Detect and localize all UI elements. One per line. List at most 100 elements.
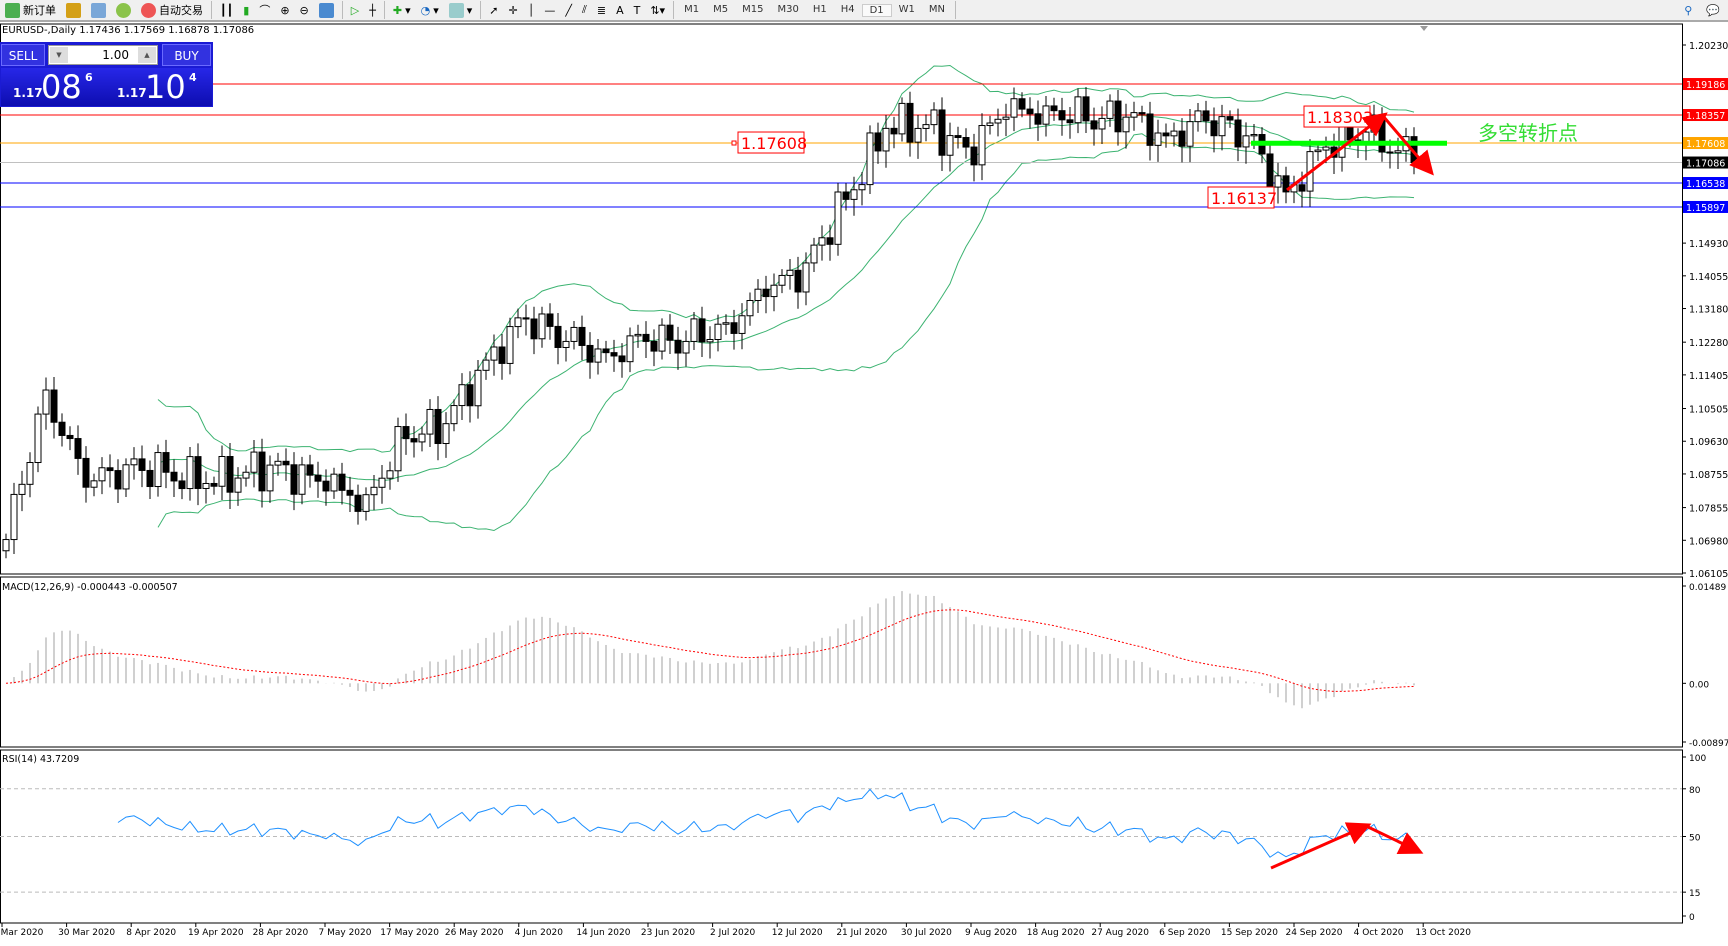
- timeframe-mn[interactable]: MN: [928, 3, 946, 15]
- buy-price[interactable]: 1.17 10 4: [105, 68, 212, 106]
- price-tick-label: 1.20230: [1689, 41, 1728, 52]
- date-label: 6 Sep 2020: [1159, 928, 1211, 938]
- date-label: 27 Aug 2020: [1091, 928, 1149, 938]
- chart-canvas[interactable]: 1.19186 1.18357 1.17608 1.17086 1.16538 1.158…: [0, 22, 1728, 946]
- candle-body: [674, 339, 682, 354]
- candle-body: [618, 355, 626, 363]
- tile-button[interactable]: [314, 0, 339, 20]
- candle-body: [1218, 116, 1226, 137]
- candle-body: [866, 132, 874, 186]
- history-button[interactable]: [86, 0, 111, 20]
- candle-body: [1098, 117, 1106, 130]
- trendline-button[interactable]: ╱: [560, 0, 577, 20]
- candle-body: [650, 340, 658, 352]
- candle-body: [1170, 130, 1178, 137]
- sell-price[interactable]: 1.17 08 6: [1, 68, 105, 106]
- date-label: 30 Jul 2020: [901, 928, 952, 938]
- market-watch-button[interactable]: [61, 0, 86, 20]
- candle-body: [242, 471, 250, 479]
- macd-tick-label: -0.008977: [1689, 739, 1728, 749]
- timeframe-m15[interactable]: M15: [742, 3, 764, 15]
- lot-size-input[interactable]: ▼ 1.00 ▲: [48, 45, 158, 65]
- rsi-tick-label: 15: [1689, 889, 1700, 899]
- chat-icon[interactable]: 💬: [1706, 3, 1720, 17]
- vertical-line-button[interactable]: │: [523, 0, 540, 20]
- timeframe-bar: M1 M5 M15 M30 H1 H4 D1 W1 MN: [677, 3, 952, 17]
- price-annotation-box: [737, 131, 805, 154]
- label-button[interactable]: T: [629, 0, 646, 20]
- new-order-button[interactable]: 新订单: [0, 0, 61, 20]
- zoom-out-icon: ⊖: [299, 3, 309, 17]
- candle-body: [450, 405, 458, 425]
- macd-signal-line: [5, 609, 1415, 692]
- date-label: 30 Mar 2020: [58, 928, 115, 938]
- candle-chart-button[interactable]: ▮: [238, 0, 254, 20]
- sell-button[interactable]: SELL: [1, 44, 45, 66]
- candle-body: [1146, 113, 1154, 146]
- search-icon[interactable]: ⚲: [1684, 3, 1693, 17]
- timeframe-h4[interactable]: H4: [840, 3, 855, 15]
- text-button[interactable]: A: [611, 0, 629, 20]
- candle-body: [986, 122, 994, 127]
- lot-increase-icon[interactable]: ▲: [138, 47, 156, 63]
- indicators-button[interactable]: ✚ ▾: [388, 0, 416, 20]
- buy-button[interactable]: BUY: [162, 44, 211, 66]
- crosshair-button[interactable]: ✛: [503, 0, 522, 20]
- candle-body: [466, 384, 474, 407]
- candle-body: [602, 348, 610, 354]
- signals-button[interactable]: [111, 0, 136, 20]
- trendline-icon: ╱: [565, 3, 572, 17]
- candle-body: [346, 489, 354, 496]
- price-level-label: 1.18357: [1686, 111, 1725, 122]
- zoom-in-button[interactable]: ⊕: [275, 0, 294, 20]
- auto-trading-button[interactable]: 自动交易: [136, 0, 208, 20]
- trend-arrow-up: [1286, 112, 1388, 192]
- chart-window[interactable]: 1.19186 1.18357 1.17608 1.17086 1.16538 1.158…: [0, 22, 1728, 946]
- candle-body: [1018, 98, 1026, 110]
- macd-tick-label: 0.00: [1689, 680, 1709, 690]
- candle-body: [250, 451, 258, 473]
- dropdown-icon: ▾: [466, 3, 473, 17]
- timeframe-m30[interactable]: M30: [777, 3, 799, 15]
- candle-body: [682, 340, 690, 354]
- price-tick-label: 1.08755: [1689, 470, 1728, 481]
- autoscroll-button[interactable]: ▷: [346, 0, 364, 20]
- price-level-label: 1.17608: [1686, 139, 1725, 150]
- dropdown-icon: ▾: [433, 3, 439, 17]
- candle-body: [1194, 110, 1202, 123]
- price-annotation-box: [1207, 186, 1275, 209]
- candle-body: [418, 433, 426, 443]
- bar-chart-button[interactable]: ┃┃: [215, 0, 238, 20]
- line-chart-button[interactable]: ⌒: [254, 0, 275, 20]
- candle-body: [1066, 119, 1074, 124]
- candle-body: [842, 191, 850, 200]
- candle-body: [722, 322, 730, 325]
- rsi-label: RSI(14) 43.7209: [2, 754, 79, 765]
- candle-body: [234, 477, 242, 493]
- fibonacci-button[interactable]: ≣: [592, 0, 611, 20]
- channel-button[interactable]: ⫽: [577, 0, 592, 20]
- price-tick-label: 1.06105: [1689, 569, 1728, 580]
- timeframe-w1[interactable]: W1: [898, 3, 915, 15]
- timeframe-m5[interactable]: M5: [713, 3, 729, 15]
- arrows-icon: ⇅▾: [650, 3, 666, 17]
- main-chart-frame: [0, 23, 1683, 575]
- candle-body: [530, 318, 538, 340]
- horizontal-line-button[interactable]: —: [539, 0, 560, 20]
- price-tick-label: 1.14930: [1689, 239, 1728, 250]
- zoom-out-button[interactable]: ⊖: [295, 0, 314, 20]
- arrows-button[interactable]: ⇅▾: [645, 0, 670, 20]
- lot-decrease-icon[interactable]: ▼: [50, 47, 68, 63]
- timeframe-m1[interactable]: M1: [684, 3, 700, 15]
- periods-button[interactable]: ◔ ▾: [416, 0, 444, 20]
- templates-button[interactable]: ▾: [444, 0, 478, 20]
- chart-shift-button[interactable]: ┼: [364, 0, 381, 20]
- price-level-label-bg: [1683, 78, 1728, 91]
- candle-body: [882, 127, 890, 152]
- date-label: 8 Apr 2020: [126, 928, 176, 938]
- timeframe-h1[interactable]: H1: [812, 3, 827, 15]
- rsi-tick-label: 0: [1689, 913, 1695, 923]
- timeframe-d1[interactable]: D1: [861, 3, 892, 17]
- rsi-tick-label: 80: [1689, 786, 1701, 796]
- cursor-button[interactable]: ➚: [484, 0, 503, 20]
